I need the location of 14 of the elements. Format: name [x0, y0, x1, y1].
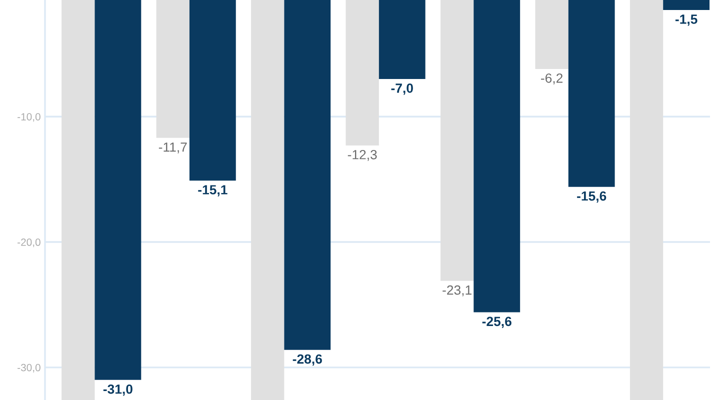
data-label: -28,6 [292, 354, 322, 366]
data-label: -1,5 [675, 14, 698, 26]
data-label: -7,0 [391, 84, 413, 95]
y-tick-label: -20,0 [18, 238, 40, 248]
y-tick-label: -30,0 [18, 364, 40, 373]
data-label: -15,6 [577, 191, 606, 203]
data-label: -25,6 [482, 316, 512, 328]
data-label: -6,2 [541, 73, 563, 84]
data-label: -23,1 [442, 285, 472, 296]
data-label: -15,1 [198, 185, 228, 196]
data-label: -12,3 [348, 150, 377, 161]
data-label: -31,0 [103, 384, 132, 396]
data-label: -11,7 [158, 142, 187, 154]
y-tick-label: -10,0 [18, 113, 40, 122]
